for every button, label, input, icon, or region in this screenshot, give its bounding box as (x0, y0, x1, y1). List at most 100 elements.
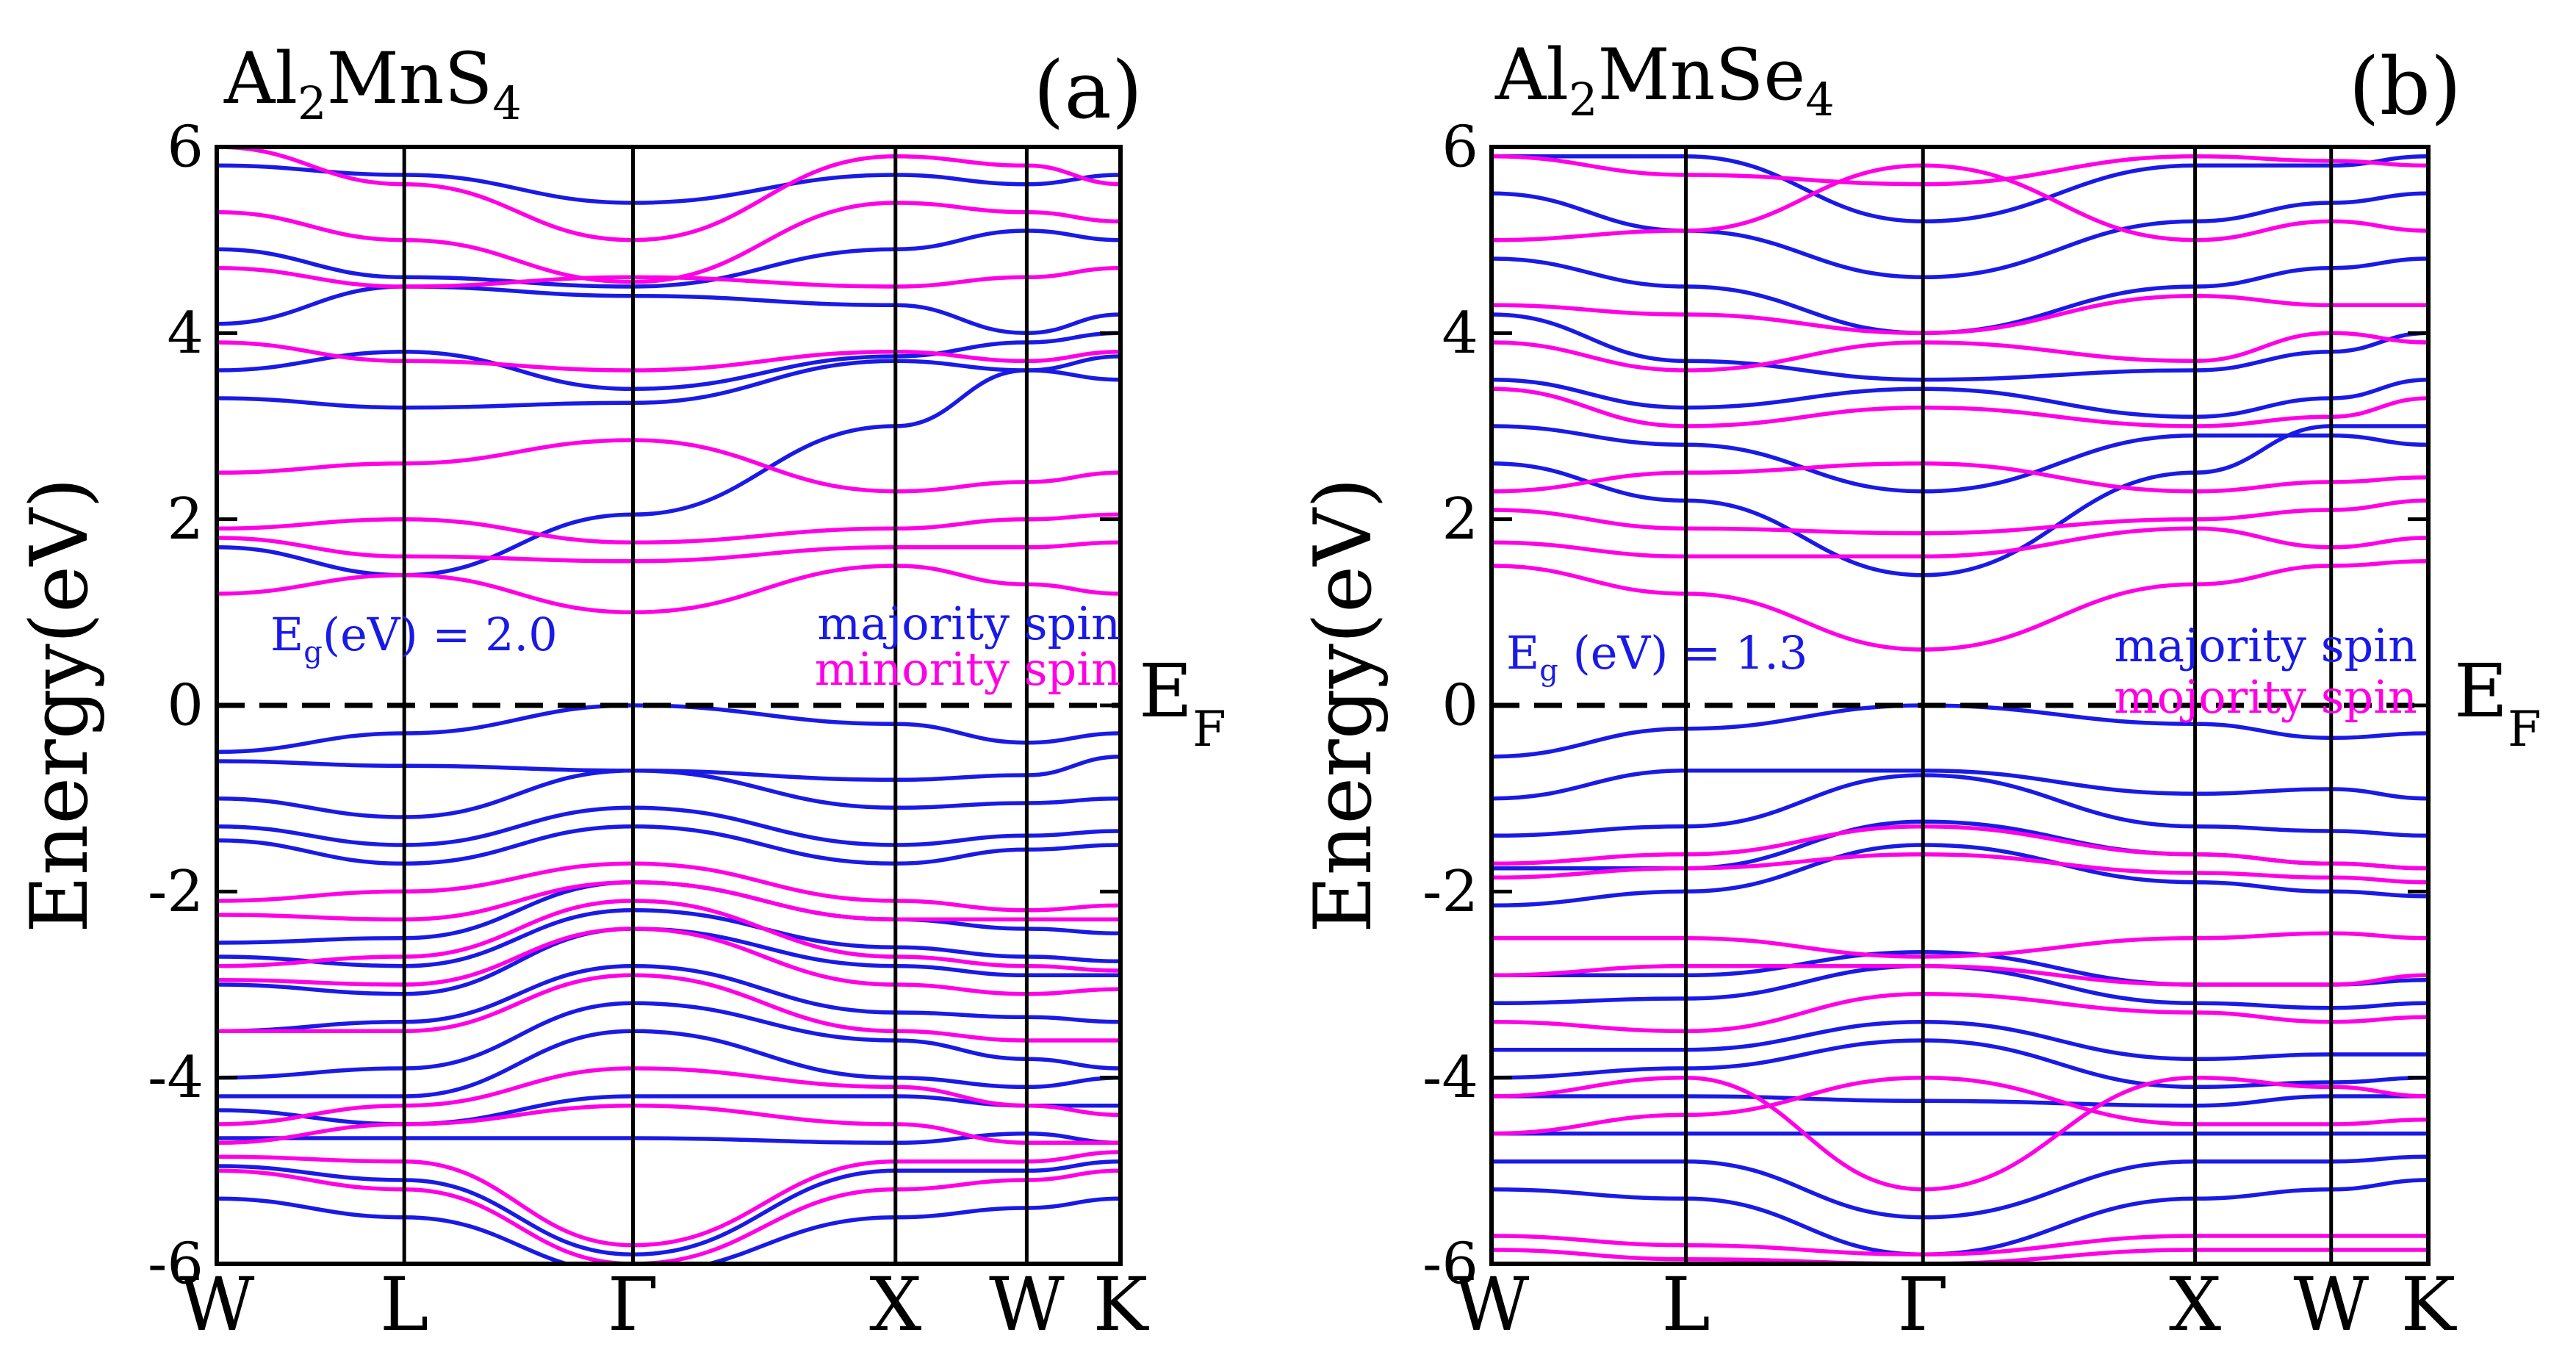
minority-band-line (1492, 154, 2428, 187)
minority-band-line (217, 564, 1120, 615)
y-tick-label: 4 (167, 301, 204, 367)
y-tick-label: 6 (167, 115, 204, 181)
majority-band-line (1492, 424, 2428, 494)
y-tick-label: -4 (1422, 1045, 1478, 1111)
kpoint-label: K (2401, 1262, 2458, 1348)
panel-b-fermi-sub: F (2508, 701, 2541, 758)
panel-b-title-sub: 2 (1569, 73, 1597, 126)
majority-band-line (1492, 154, 2428, 224)
panel-b-title-sub: 4 (1805, 73, 1834, 126)
kpoint-label: W (1454, 1262, 1530, 1348)
y-tick-label: 6 (1442, 115, 1478, 181)
y-axis-label-b: Energy(eV) (1298, 478, 1389, 933)
minority-band-line (1492, 293, 2428, 336)
minority-band-line (217, 899, 1120, 973)
panel-a-legend-minority: minority spin (815, 642, 1120, 696)
majority-band-line (217, 359, 1120, 410)
majority-band-line (1492, 1019, 2428, 1062)
y-tick-label: -2 (1422, 859, 1478, 925)
minority-band-line (1492, 461, 2428, 494)
minority-band-line (217, 340, 1120, 373)
majority-band-line (217, 824, 1120, 866)
y-tick-label: 0 (1442, 673, 1478, 739)
panel-b-title-part: Al (1494, 34, 1569, 116)
y-tick-label: 2 (167, 486, 204, 553)
kpoint-label: Γ (608, 1262, 658, 1348)
majority-band-line (217, 963, 1120, 1034)
minority-band-line (217, 536, 1120, 564)
y-tick-label: -4 (148, 1045, 204, 1111)
panel-b-gap-e: E (1506, 626, 1539, 680)
kpoint-label: K (1093, 1262, 1150, 1348)
minority-band-line (1492, 991, 2428, 1034)
minority-band-line (1492, 824, 2428, 871)
y-tick-label: -6 (148, 1231, 204, 1298)
panel-a-gap-label: Eg(eV) = 2.0 (270, 608, 558, 669)
panel-b-fermi-label: EF (2454, 648, 2541, 758)
majority-band-line (1492, 312, 2428, 382)
minority-band-line (1492, 1075, 2428, 1136)
panel-a-fermi-label: EF (1139, 648, 1226, 758)
kpoint-label: L (1661, 1262, 1710, 1348)
majority-band-line (217, 163, 1120, 205)
minority-band-line (217, 1103, 1120, 1146)
kpoint-label: Γ (1898, 1262, 1949, 1348)
majority-band-line (1492, 191, 2428, 280)
y-tick-label: 4 (1442, 301, 1478, 367)
minority-band-line (1492, 498, 2428, 536)
y-tick-label: 2 (1442, 486, 1478, 553)
majority-band-line (1492, 1154, 2428, 1220)
panel-a-title-sub: 2 (298, 76, 326, 130)
majority-band-line (217, 907, 1120, 968)
majority-band-line (1492, 1094, 2428, 1108)
minority-band-line (217, 927, 1120, 996)
panel-b-gap-label: Eg (eV) = 1.3 (1506, 626, 1807, 688)
majority-band-line (217, 805, 1120, 847)
majority-band-line (1492, 963, 2428, 1010)
panel-b-title-part: MnSe (1597, 34, 1805, 116)
panel-a-fermi-e: E (1139, 648, 1192, 734)
majority-band-line (217, 1029, 1120, 1098)
panel-b-label: (b) (2349, 41, 2461, 133)
majority-band-line (217, 768, 1120, 819)
majority-band-line (217, 284, 1120, 336)
majority-band-line (217, 703, 1120, 755)
majority-band-line (1492, 256, 2428, 336)
majority-band-line (1492, 768, 2428, 801)
panel-a-title-part: Al (223, 37, 298, 120)
panel-b-legend-majority: majority spin (2114, 619, 2417, 672)
kpoint-label: W (989, 1262, 1065, 1348)
kpoint-label: W (2293, 1262, 2369, 1348)
majority-band-line (1492, 377, 2428, 420)
panel-a-title-sub: 4 (492, 76, 521, 130)
panel-a-bands (217, 147, 1120, 1264)
y-axis-label-a: Energy(eV) (14, 478, 106, 933)
y-tick-label: -2 (148, 859, 204, 925)
minority-band-line (1492, 1248, 2428, 1264)
minority-band-line (1492, 331, 2428, 373)
minority-band-line (1492, 963, 2428, 987)
minority-band-line (217, 861, 1120, 913)
minority-band-line (1492, 526, 2428, 559)
majority-band-line (217, 754, 1120, 783)
minority-band-line (217, 1150, 1120, 1248)
majority-band-line (1492, 1038, 2428, 1090)
panel-a-gap-rest: (eV) = 2.0 (323, 608, 558, 661)
y-tick-label: 0 (167, 673, 204, 739)
minority-band-line (217, 512, 1120, 545)
panel-a-legend-majority: majority spin (817, 597, 1120, 650)
minority-band-line (1492, 558, 2428, 652)
kpoint-label: X (2169, 1262, 2221, 1348)
panel-a-title-part: MnS (326, 37, 492, 120)
minority-band-line (217, 1168, 1120, 1264)
minority-band-line (217, 147, 1120, 242)
panel-a-label: (a) (1033, 45, 1143, 137)
y-tick-label: -6 (1422, 1231, 1478, 1298)
panel-a-gap-e: E (270, 608, 303, 661)
minority-band-line (1492, 1234, 2428, 1257)
panel-a-fermi-sub: F (1192, 701, 1226, 758)
